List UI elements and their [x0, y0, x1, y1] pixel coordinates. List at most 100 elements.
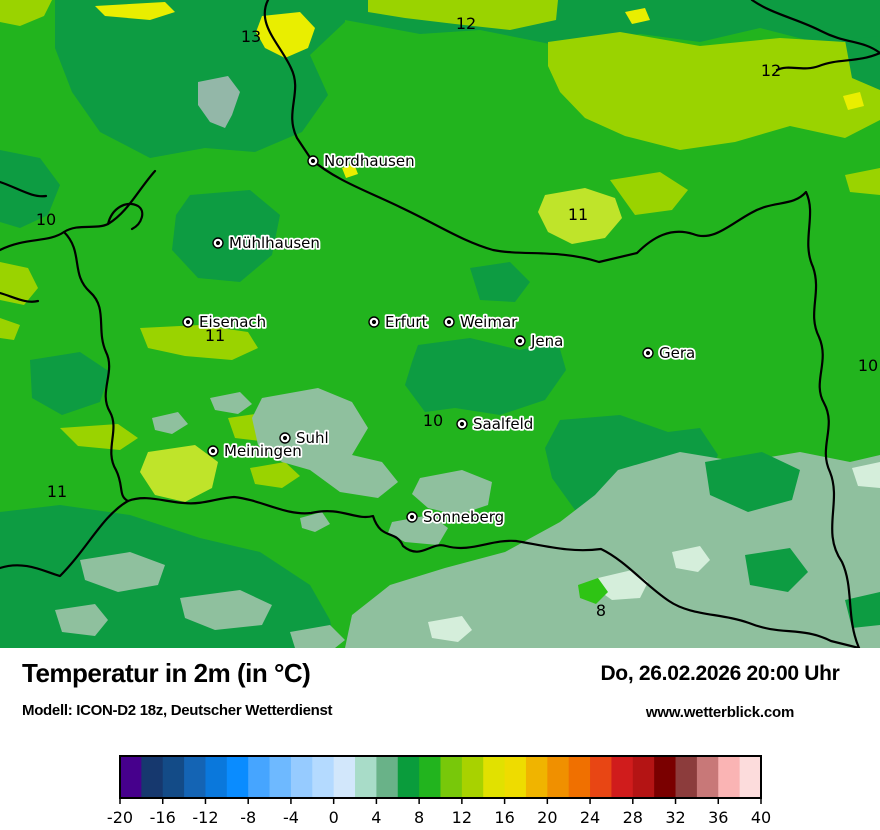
region-bright-spot	[578, 578, 608, 604]
city-marker-dot	[185, 319, 191, 325]
city-jena: Jena	[514, 330, 565, 352]
region-mild-sw-a	[60, 424, 138, 450]
legend-colorbar	[120, 756, 762, 798]
border-left-stub-a	[0, 180, 48, 198]
region-cool-north-of-jena	[470, 262, 530, 302]
legend-cell	[226, 756, 249, 798]
city-label: Sonneberg	[423, 508, 504, 526]
city-suhl: Suhl	[279, 427, 330, 449]
legend-tick-label: -12	[192, 808, 218, 827]
temp-label-12: 12	[761, 61, 781, 80]
temp-label-10: 10	[423, 411, 443, 430]
legend-cell	[290, 756, 313, 798]
legend-tick-label: 32	[665, 808, 685, 827]
region-sage-suhl	[252, 388, 398, 498]
city-marker-dot	[282, 435, 288, 441]
legend-tick-label: 12	[452, 808, 472, 827]
city-marker-dot	[446, 319, 452, 325]
border-northwest-diagonal	[0, 169, 157, 252]
border-northwest-hook	[106, 202, 144, 231]
legend-cell	[312, 756, 335, 798]
region-mint-c	[852, 462, 880, 488]
legend-tick-label: 28	[623, 808, 643, 827]
caption-bar: Temperatur in 2m (in °C) Modell: ICON-D2…	[0, 648, 880, 742]
legend-cell	[440, 756, 463, 798]
legend-tick-label: 36	[708, 808, 728, 827]
city-marker-dot	[210, 448, 216, 454]
region-cool-left-mid	[30, 352, 110, 415]
region-sage-meiningen	[152, 412, 188, 434]
city-label: Meiningen	[224, 442, 302, 460]
legend-cell	[547, 756, 570, 798]
region-cool-muehlhausen-east	[172, 190, 280, 282]
map-mint-regions	[428, 462, 880, 642]
legend-tick-label: -8	[240, 808, 256, 827]
temp-label-10: 10	[858, 356, 878, 375]
legend-cell	[419, 756, 442, 798]
legend-cell	[632, 756, 655, 798]
legend-tick-label: -16	[150, 808, 176, 827]
city-label: Erfurt	[385, 313, 428, 331]
legend-tick-label: 24	[580, 808, 600, 827]
legend-cell	[675, 756, 698, 798]
city-label: Saalfeld	[473, 415, 533, 433]
city-label: Jena	[530, 332, 563, 350]
region-mild-ne-of-11	[610, 172, 688, 215]
region-warm-spot-11-east	[538, 188, 622, 244]
city-label: Weimar	[460, 313, 518, 331]
legend-tick-label: -4	[283, 808, 299, 827]
page-title: Temperatur in 2m (in °C)	[22, 658, 311, 688]
region-yellow-top-strip	[95, 2, 175, 20]
city-marker-dot	[371, 319, 377, 325]
city-meiningen: Meiningen	[207, 440, 304, 462]
region-cool-se-a	[705, 452, 800, 512]
region-sageblue-harz	[198, 76, 240, 128]
region-mint-d	[428, 616, 472, 642]
temp-label-11: 11	[568, 205, 588, 224]
temperature-value-labels: 13 12 12 10 11 11 10 11 8 10	[36, 14, 878, 620]
region-mild-sw-c	[250, 462, 300, 488]
region-sage-sonneberg-a	[412, 470, 492, 515]
region-yellow-13	[256, 12, 315, 58]
city-markers: Nordhausen Mühlhausen Eisenach Erfurt Weimar…	[182, 150, 697, 528]
legend-cell	[504, 756, 527, 798]
temp-label-11: 11	[205, 326, 225, 345]
legend-cell	[590, 756, 613, 798]
region-mild-topleft-corner	[0, 0, 52, 26]
border-main-outline	[263, 0, 861, 648]
map-mild-regions	[0, 0, 880, 488]
region-mint-a	[598, 570, 648, 600]
city-muhlhausen: Mühlhausen	[212, 232, 322, 254]
forecast-datetime: Do, 26.02.2026 20:00 Uhr	[600, 662, 840, 685]
legend-cell	[355, 756, 377, 798]
map-borders	[0, 0, 880, 648]
city-label: Mühlhausen	[229, 234, 320, 252]
legend-tick-label: -20	[107, 808, 133, 827]
legend-cell	[141, 756, 164, 798]
region-mild-top-strip	[368, 0, 558, 30]
city-saalfeld: Saalfeld	[456, 413, 535, 435]
region-mild-right-edge	[845, 168, 880, 195]
city-eisenach: Eisenach	[182, 311, 268, 333]
region-cool-left-edge	[0, 150, 60, 228]
region-yellow-dot-a	[625, 8, 650, 24]
legend-cell	[162, 756, 185, 798]
region-sage-south-c	[55, 604, 108, 636]
map-yellow-spots	[95, 2, 864, 178]
legend-cell	[376, 756, 399, 798]
city-sonneberg: Sonneberg	[406, 506, 506, 528]
datetime-column: Do, 26.02.2026 20:00 Uhr www.wetterblick…	[560, 648, 880, 742]
legend-tick-label: 4	[371, 808, 381, 827]
city-label: Gera	[659, 344, 695, 362]
city-marker-dot	[310, 158, 316, 164]
map-cool-on-sage	[705, 452, 880, 628]
region-sage-sonneberg-b	[388, 515, 448, 545]
website-url: www.wetterblick.com	[645, 704, 795, 721]
legend-cell	[696, 756, 719, 798]
city-label: Suhl	[296, 429, 329, 447]
border-northeast-a	[750, 0, 880, 55]
temperature-legend: -20 -16 -12 -8 -4 0 4 8 12 16 20 24 28 32 36 40	[107, 755, 771, 827]
legend-tick-label: 16	[494, 808, 514, 827]
legend-cell	[333, 756, 356, 798]
